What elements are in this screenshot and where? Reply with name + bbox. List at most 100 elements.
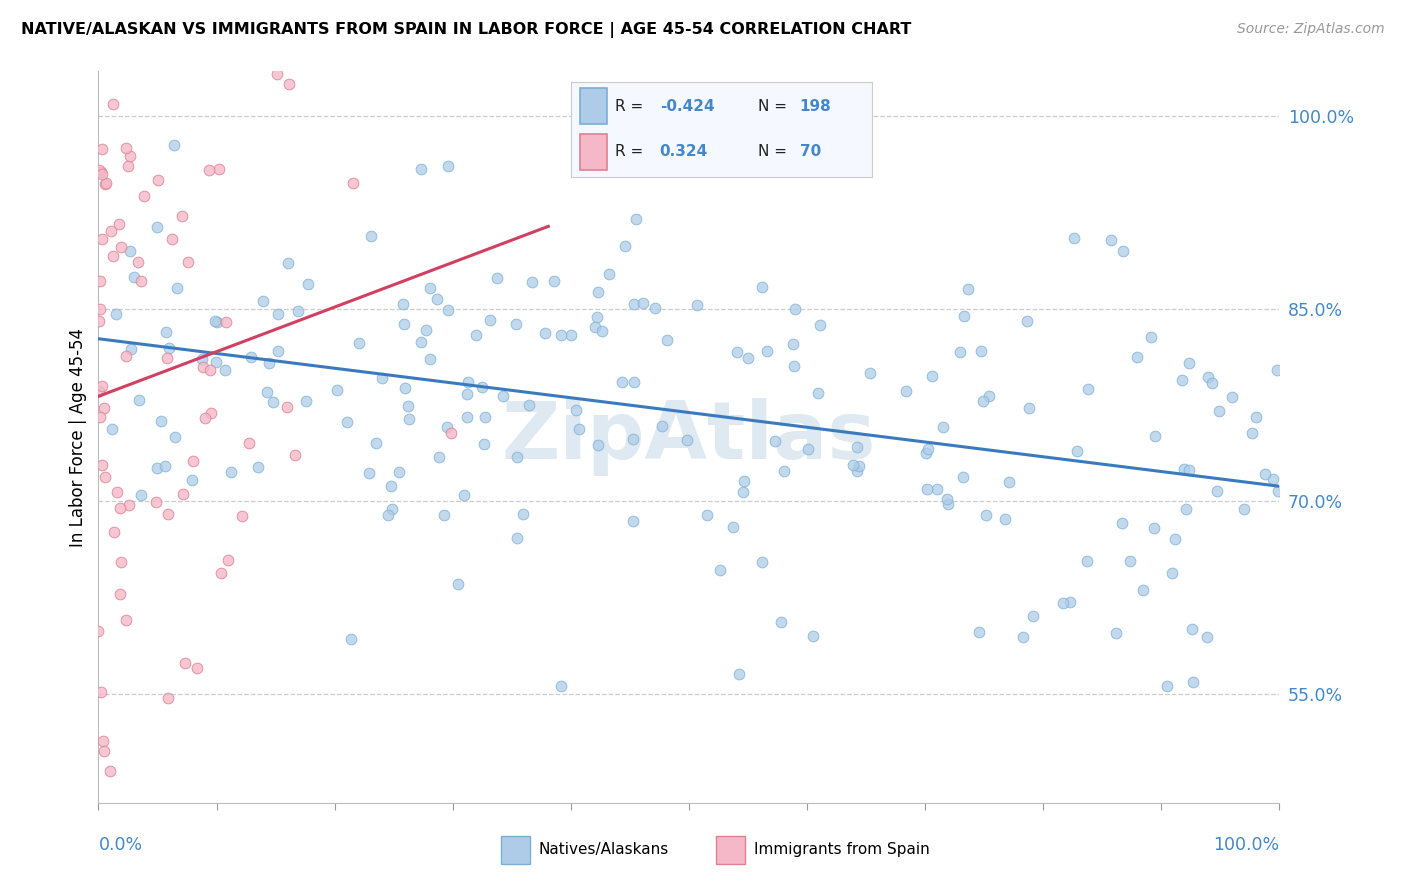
Point [751, 555, 773, 569]
Point [505, 317, 527, 331]
Point [198, 363, 221, 377]
Point [974, 508, 997, 522]
Point [240, 351, 263, 365]
Point [807, 385, 830, 400]
Point [725, 345, 748, 359]
Point [1156, 679, 1178, 693]
Point [89, 409, 111, 424]
Point [90, 685, 112, 699]
Point [297, 277, 319, 292]
Point [172, 487, 194, 501]
Bar [716, 836, 745, 863]
Point [411, 335, 433, 350]
Point [156, 691, 179, 706]
Point [163, 430, 186, 444]
Point [801, 628, 824, 642]
Point [177, 255, 200, 269]
Point [586, 285, 609, 299]
Point [456, 387, 478, 401]
Point [952, 470, 974, 484]
Point [157, 341, 180, 355]
Point [440, 425, 463, 440]
Point [970, 343, 993, 358]
Point [114, 613, 136, 627]
Point [170, 209, 193, 223]
Text: Source: ZipAtlas.com: Source: ZipAtlas.com [1237, 22, 1385, 37]
Point [633, 296, 655, 310]
Point [1022, 608, 1045, 623]
Point [1195, 630, 1218, 644]
Point [415, 322, 437, 336]
Point [89, 302, 111, 317]
Point [157, 507, 180, 521]
Point [101, 422, 124, 436]
Point [1017, 314, 1039, 328]
Point [110, 555, 132, 569]
Text: 0.0%: 0.0% [98, 836, 142, 854]
Point [256, 385, 278, 400]
Point [219, 465, 242, 479]
Point [103, 524, 125, 539]
Point [626, 211, 648, 226]
Point [560, 328, 582, 343]
Point [763, 434, 786, 448]
Point [215, 315, 238, 329]
Point [1077, 383, 1099, 397]
Point [1170, 373, 1192, 387]
Point [1177, 463, 1199, 477]
Point [517, 398, 540, 412]
Point [87, 384, 110, 398]
Point [160, 232, 183, 246]
Point [115, 349, 138, 363]
Point [472, 437, 495, 451]
Text: Immigrants from Spain: Immigrants from Spain [754, 842, 929, 857]
Point [155, 351, 177, 366]
Point [917, 442, 939, 456]
Point [1178, 355, 1201, 369]
Point [1059, 595, 1081, 609]
Point [145, 460, 167, 475]
Point [190, 351, 212, 366]
Point [583, 320, 606, 334]
Point [1263, 472, 1285, 486]
Point [94, 177, 117, 191]
Point [586, 438, 609, 452]
Point [859, 366, 882, 380]
Point [93, 744, 115, 758]
Point [972, 394, 994, 409]
Point [204, 314, 226, 328]
Point [1112, 244, 1135, 259]
Point [436, 419, 458, 434]
Point [685, 298, 707, 312]
Text: Natives/Alaskans: Natives/Alaskans [538, 842, 669, 857]
Point [936, 491, 959, 506]
Y-axis label: In Labor Force | Age 45-54: In Labor Force | Age 45-54 [69, 327, 87, 547]
Point [209, 566, 232, 581]
Point [967, 625, 990, 640]
Point [471, 380, 494, 394]
Point [93, 401, 115, 415]
Point [936, 497, 959, 511]
Point [586, 310, 609, 324]
Point [87, 162, 110, 177]
Point [411, 162, 433, 177]
Point [181, 473, 204, 487]
Point [1181, 674, 1204, 689]
Point [118, 499, 141, 513]
Point [896, 384, 918, 398]
Point [433, 508, 456, 522]
Point [166, 281, 188, 295]
Point [145, 494, 167, 508]
Point [277, 256, 299, 270]
Point [731, 484, 754, 499]
Point [1105, 626, 1128, 640]
Point [550, 679, 572, 693]
Point [956, 281, 979, 295]
Point [205, 315, 228, 329]
Text: NATIVE/ALASKAN VS IMMIGRANTS FROM SPAIN IN LABOR FORCE | AGE 45-54 CORRELATION C: NATIVE/ALASKAN VS IMMIGRANTS FROM SPAIN … [21, 22, 911, 38]
Point [342, 177, 364, 191]
Point [1201, 376, 1223, 391]
Point [134, 189, 156, 203]
Point [915, 446, 938, 460]
Point [267, 307, 290, 321]
